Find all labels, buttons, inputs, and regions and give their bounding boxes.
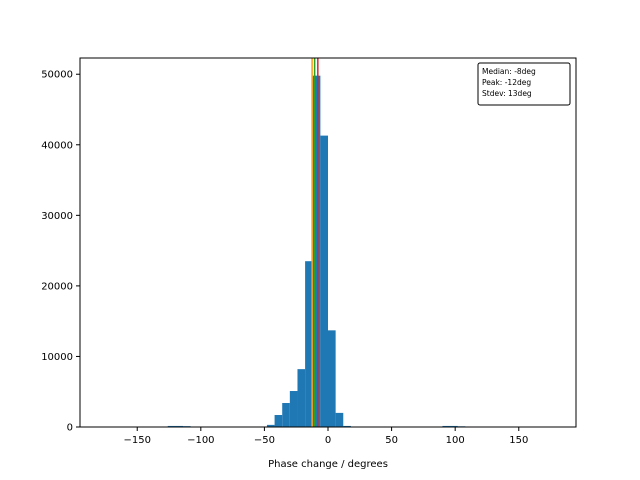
x-tick-label: 50 (385, 435, 398, 446)
x-axis-label: Phase change / degrees (268, 459, 388, 470)
histogram-bar (305, 261, 313, 427)
stats-annotation-box (477, 62, 571, 106)
histogram-bar (297, 369, 306, 427)
y-tick-label: 10000 (41, 352, 73, 363)
stats-annotation: Median: -8deg Peak: -12deg Stdev: 13deg (477, 62, 571, 106)
x-tick-label: −50 (254, 435, 275, 446)
histogram-bar (266, 424, 275, 427)
histogram-bar (320, 135, 328, 428)
x-axis-ticks: −150 −100 −50 0 50 100 150 (123, 427, 528, 446)
x-tick-label: 0 (325, 435, 331, 446)
x-tick-label: −150 (123, 435, 150, 446)
histogram-bar (167, 425, 184, 427)
annotation-median: Median: -8deg (482, 67, 536, 76)
x-tick-label: 100 (446, 435, 465, 446)
y-tick-label: 50000 (41, 70, 73, 81)
histogram-bar (289, 391, 298, 427)
histogram-bar (328, 330, 336, 427)
y-axis-ticks: 0 10000 20000 30000 40000 50000 (41, 70, 80, 434)
histogram-bar (274, 415, 283, 427)
y-tick-label: 0 (67, 423, 73, 434)
bars-layer (167, 75, 466, 428)
y-tick-label: 20000 (41, 281, 73, 292)
x-tick-label: −100 (187, 435, 214, 446)
vlines-layer (311, 58, 319, 427)
annotation-stdev: Stdev: 13deg (482, 89, 532, 98)
annotation-peak: Peak: -12deg (482, 78, 531, 87)
histogram-bar (312, 75, 321, 428)
histogram-bar (335, 412, 344, 427)
histogram-bar (282, 403, 290, 427)
histogram-bar (442, 425, 458, 427)
y-tick-label: 30000 (41, 211, 73, 222)
histogram-bar (343, 425, 351, 427)
y-tick-label: 40000 (41, 140, 73, 151)
x-tick-label: 150 (509, 435, 528, 446)
